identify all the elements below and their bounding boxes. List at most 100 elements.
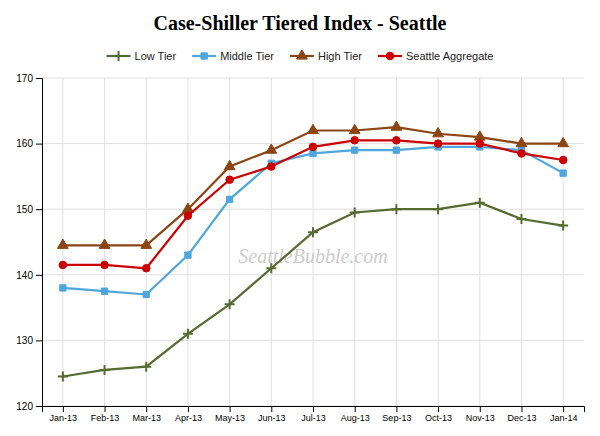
y-tick: 150: [16, 204, 42, 215]
x-axis-line: [43, 407, 585, 413]
grid-line-x: [187, 78, 188, 406]
series-marker: [99, 239, 110, 248]
series-marker: [268, 163, 276, 171]
series-marker: [142, 264, 150, 272]
legend-label: Middle Tier: [220, 50, 274, 62]
x-tick-mark: [230, 406, 231, 412]
series-marker: [100, 365, 110, 375]
x-tick-label: May-13: [215, 413, 245, 423]
y-tick-label: 150: [16, 204, 33, 215]
series-marker: [226, 176, 234, 184]
y-tick: 120: [16, 401, 42, 412]
y-tick-mark: [36, 209, 42, 210]
y-tick-label: 170: [16, 73, 33, 84]
x-tick: Apr-13: [175, 406, 202, 423]
x-tick-label: Jan-14: [550, 413, 578, 423]
series-marker: [308, 227, 318, 237]
series-marker: [433, 128, 444, 137]
legend-item: High Tier: [290, 50, 362, 62]
series-marker: [58, 371, 68, 381]
series-marker: [143, 291, 149, 297]
x-tick: Jan-13: [50, 406, 78, 423]
legend-item: Seattle Aggregate: [378, 50, 493, 62]
x-tick-mark: [521, 406, 522, 412]
legend-label: Seattle Aggregate: [406, 50, 493, 62]
legend-marker: [386, 52, 394, 60]
legend-marker: [297, 50, 308, 59]
series-marker: [101, 261, 109, 269]
plot-area: [57, 121, 568, 381]
x-tick-label: Dec-13: [507, 413, 536, 423]
x-tick-label: Feb-13: [91, 413, 120, 423]
series-marker: [224, 160, 235, 169]
series-marker: [183, 329, 193, 339]
x-tick-mark: [355, 406, 356, 412]
x-tick-label: Jun-13: [258, 413, 286, 423]
x-tick-label: Aug-13: [341, 413, 370, 423]
series-marker: [518, 150, 526, 158]
x-tick: Feb-13: [91, 406, 120, 423]
watermark: SeattleBubble.com: [238, 245, 387, 267]
legend-marker: [114, 51, 124, 61]
series-marker: [185, 252, 191, 258]
y-tick-mark: [36, 78, 42, 79]
series-line: [63, 140, 563, 268]
y-tick-label: 140: [16, 270, 33, 281]
x-tick: Sep-13: [382, 406, 411, 423]
series-marker: [476, 140, 484, 148]
legend-item: Middle Tier: [192, 50, 274, 62]
x-tick-label: Mar-13: [132, 413, 161, 423]
series-marker: [516, 214, 526, 224]
series-marker: [101, 288, 107, 294]
title: Case-Shiller Tiered Index - Seattle: [154, 12, 447, 34]
x-tick: Jan-14: [550, 406, 578, 423]
series-marker: [141, 239, 152, 248]
series-line: [63, 147, 563, 295]
series-marker: [310, 150, 316, 156]
grid-line-x: [521, 78, 522, 406]
y-tick: 140: [16, 270, 42, 281]
series-marker: [60, 285, 66, 291]
x-axis: Jan-13 Feb-13 Mar-13 Apr-13 May-13 Jun-13 Jul-…: [43, 406, 585, 423]
series-marker: [57, 239, 68, 248]
series-marker: [516, 137, 527, 146]
x-tick: Aug-13: [341, 406, 370, 423]
series-marker: [59, 261, 67, 269]
x-tick-mark: [313, 406, 314, 412]
x-tick: Jun-13: [258, 406, 286, 423]
x-tick-label: Apr-13: [175, 413, 202, 423]
x-tick-label: Nov-13: [466, 413, 495, 423]
x-tick-label: Jul-13: [301, 413, 326, 423]
legend: Low Tier Middle Tier High Tier Seattle Aggr…: [107, 50, 494, 62]
legend-marker: [201, 53, 207, 59]
y-tick-label: 160: [16, 138, 33, 149]
x-tick-mark: [480, 406, 481, 412]
series-marker: [433, 204, 443, 214]
x-tick-mark: [63, 406, 64, 412]
series-line: [63, 203, 563, 377]
series-marker: [558, 137, 569, 146]
legend-label: Low Tier: [135, 50, 177, 62]
series-marker: [391, 204, 401, 214]
x-tick-mark: [188, 406, 189, 412]
series-marker: [351, 137, 359, 145]
x-tick: Oct-13: [425, 406, 452, 423]
series-marker: [349, 124, 360, 133]
x-tick-mark: [563, 406, 564, 412]
y-axis: 120130140150160170: [16, 73, 42, 412]
series-marker: [434, 140, 442, 148]
series-marker: [475, 198, 485, 208]
series-marker: [226, 196, 232, 202]
chart: SeattleBubble.com Jan-13 Feb-13 Mar-13 Apr-1…: [0, 0, 600, 436]
series-marker: [391, 121, 402, 130]
grid-line-x: [479, 78, 480, 406]
y-axis-line: [36, 79, 43, 407]
y-tick-label: 120: [16, 401, 33, 412]
x-tick: Nov-13: [466, 406, 495, 423]
series-marker: [141, 362, 151, 372]
x-tick-label: Sep-13: [382, 413, 411, 423]
series-marker: [559, 156, 567, 164]
series-marker: [309, 143, 317, 151]
x-tick: Jul-13: [301, 406, 326, 423]
series-marker: [393, 147, 399, 153]
